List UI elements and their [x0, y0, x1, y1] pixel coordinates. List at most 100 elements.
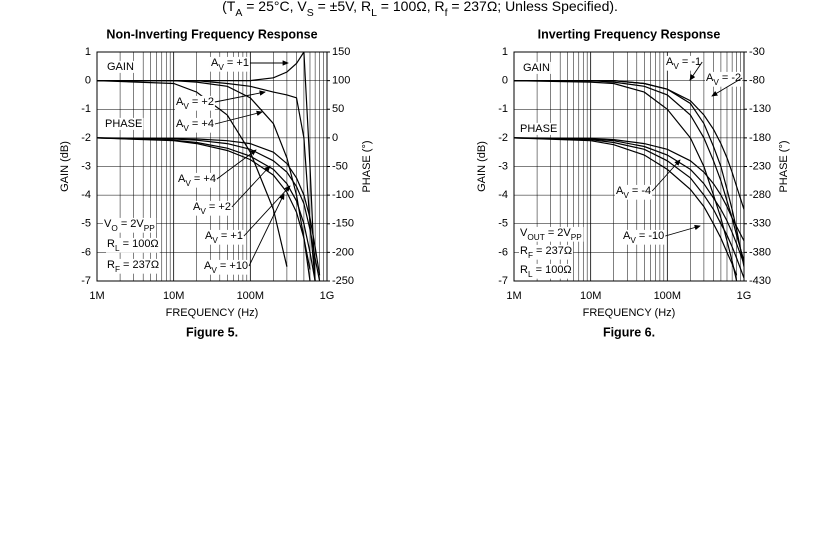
- y2-tick-label: -380: [749, 246, 771, 258]
- label-background: [103, 217, 157, 233]
- label-background: [106, 258, 161, 274]
- curve-label-part: PP: [144, 224, 156, 233]
- annotation-arrow: [214, 90, 266, 103]
- annotation-arrow: [216, 149, 257, 180]
- header-conditions-part: = 25°C, V: [242, 0, 307, 14]
- curve-label-part: = 237Ω: [533, 245, 572, 257]
- gain-curve: [97, 80, 316, 281]
- y-tick-label: -7: [81, 275, 91, 287]
- annotation-part: A: [666, 56, 674, 68]
- annotation-arrow: [689, 61, 703, 81]
- annotation-part: V: [200, 207, 206, 216]
- annotation-part: = +2: [189, 96, 214, 108]
- curve-label: VOUT = 2VPP: [520, 227, 582, 242]
- gain-curve: [97, 80, 311, 281]
- caption: Figure 6.: [603, 325, 655, 339]
- curve-label-part: PHASE: [520, 123, 557, 135]
- label-background: [519, 263, 573, 279]
- annotation-part: = -10: [636, 230, 664, 242]
- label-background: [519, 244, 574, 260]
- annotation: AV = +10: [204, 260, 248, 275]
- label-background: [203, 259, 250, 275]
- y-tick-label: 0: [85, 75, 91, 87]
- annotation-part: = +4: [189, 118, 214, 130]
- phase-curve: [97, 137, 316, 281]
- x-tick-label: 10M: [163, 290, 184, 302]
- y-tick-label: 1: [85, 46, 91, 58]
- annotation-part: V: [218, 63, 224, 72]
- y-tick-label: -4: [498, 189, 508, 201]
- curve-label-part: R: [107, 259, 115, 271]
- curve-label-part: F: [528, 251, 533, 260]
- x-tick-label: 1M: [506, 290, 521, 302]
- x-tick-label: 1M: [89, 290, 104, 302]
- x-tick-label: 10M: [580, 290, 601, 302]
- annotation-part: = +2: [206, 201, 231, 213]
- x-tick-label: 100M: [654, 290, 682, 302]
- curve-label-part: = 2V: [118, 218, 145, 230]
- curve-label-part: R: [520, 245, 528, 257]
- curve-label-part: R: [107, 238, 115, 250]
- label-background: [622, 229, 666, 245]
- annotation-part: A: [193, 201, 201, 213]
- phase-curve: [514, 137, 744, 242]
- label-background: [106, 237, 160, 253]
- plot-border: [96, 51, 328, 282]
- annotation-part: = +4: [191, 173, 216, 185]
- label-background: [210, 56, 250, 72]
- curve-label: RF = 237Ω: [107, 259, 159, 274]
- curve-label: GAIN: [523, 62, 550, 74]
- curve-label: PHASE: [105, 118, 142, 130]
- curve-label-part: = 100Ω: [533, 264, 572, 276]
- y-tick-label: -6: [498, 246, 508, 258]
- curve-label-part: = 2V: [545, 227, 572, 239]
- x-tick-label: 1G: [737, 290, 752, 302]
- label-background: [106, 60, 135, 73]
- annotation-part: A: [205, 230, 213, 242]
- header-conditions-part: f: [445, 7, 448, 19]
- annotation: AV = +2: [193, 201, 231, 216]
- annotation-part: A: [623, 230, 631, 242]
- caption: Figure 5.: [186, 325, 238, 339]
- annotation-part: = -4: [629, 185, 651, 197]
- phase-curve: [514, 137, 744, 279]
- y2-tick-label: 100: [332, 75, 350, 87]
- y2-axis-label: PHASE (°): [778, 140, 790, 192]
- label-background: [192, 200, 232, 216]
- label-background: [705, 71, 743, 87]
- y-tick-label: -4: [81, 189, 91, 201]
- curve-label-part: PP: [571, 233, 583, 242]
- annotation-part: V: [630, 236, 636, 245]
- y-tick-label: -2: [81, 132, 91, 144]
- y2-tick-label: -230: [749, 160, 771, 172]
- annotation-part: V: [183, 102, 189, 111]
- chart-title: Non-Inverting Frequency Response: [106, 27, 317, 41]
- annotation-part: V: [623, 191, 629, 200]
- label-background: [665, 55, 703, 71]
- phase-curve: [97, 137, 321, 276]
- header-conditions-part: = 237Ω; Unless Specified).: [448, 0, 618, 14]
- y-tick-label: -3: [81, 160, 91, 172]
- annotation-part: A: [211, 57, 219, 69]
- annotation-arrow: [248, 193, 285, 267]
- curve-label-part: PHASE: [105, 118, 142, 130]
- annotation-part: V: [183, 124, 189, 133]
- label-background: [519, 226, 584, 242]
- y-tick-label: -7: [498, 275, 508, 287]
- y-axis-label: GAIN (dB): [476, 141, 488, 192]
- curve-label-part: R: [520, 264, 528, 276]
- y2-tick-label: 50: [332, 103, 344, 115]
- curve-label-part: L: [528, 270, 533, 279]
- label-background: [175, 95, 215, 111]
- curve-label-part: GAIN: [107, 61, 134, 73]
- annotation: AV = -2: [706, 72, 741, 87]
- curve-label-part: = 100Ω: [120, 238, 159, 250]
- y2-tick-label: 150: [332, 46, 350, 58]
- curve-label-part: OUT: [527, 233, 544, 242]
- annotation-part: = -2: [719, 72, 741, 84]
- curve-label: RL = 100Ω: [107, 238, 159, 253]
- y2-tick-label: -330: [749, 218, 771, 230]
- y2-tick-label: 0: [332, 132, 338, 144]
- curve-label: GAIN: [107, 61, 134, 73]
- y-tick-label: -5: [498, 218, 508, 230]
